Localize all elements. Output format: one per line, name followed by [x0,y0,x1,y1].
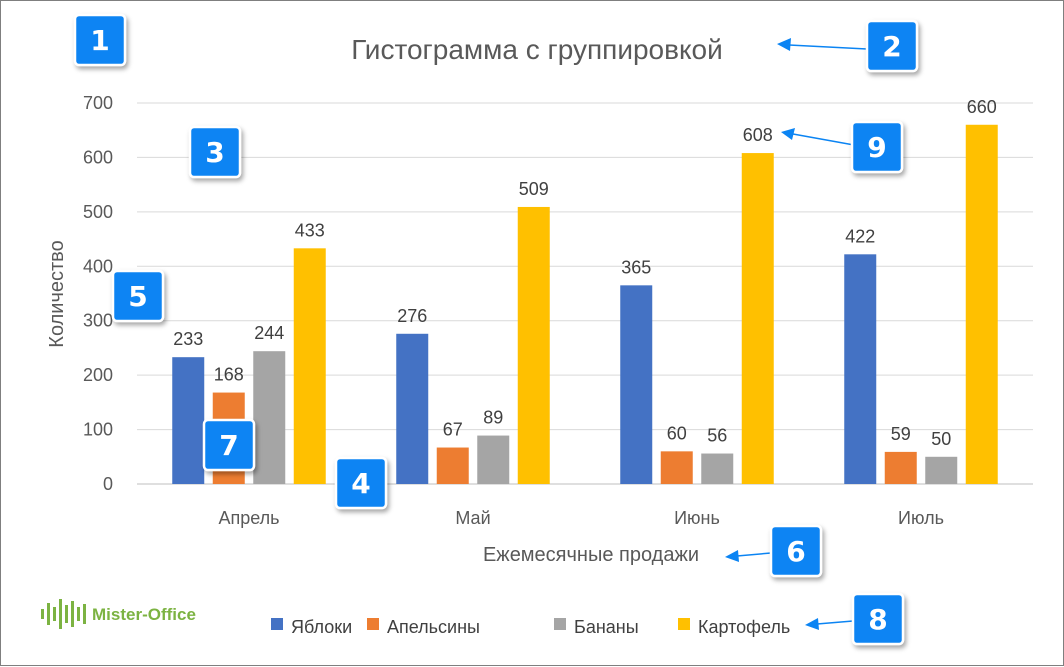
data-label: 660 [967,97,997,117]
bar [660,451,693,484]
x-tick-label: Июнь [674,508,720,528]
data-label: 60 [667,423,687,443]
data-label: 50 [931,429,951,449]
bar [620,285,653,484]
bars [172,124,998,485]
bar [396,333,429,484]
bar [172,357,205,484]
arrow-2 [777,38,868,51]
legend-item: Яблоки [271,617,352,637]
callout-arrows [725,38,868,630]
legend-item: Бананы [554,617,639,637]
arrow-8 [805,618,854,630]
bar [844,254,877,484]
bar [436,447,469,484]
legend-label: Яблоки [291,617,352,637]
equalizer-icon [41,599,86,629]
y-tick-label: 200 [83,365,113,385]
x-tick-label: Июль [898,508,944,528]
arrow-6 [725,550,772,562]
bar [701,453,734,484]
svg-text:1: 1 [90,24,109,57]
bar [477,435,510,484]
data-label: 56 [707,426,727,446]
data-label: 276 [397,306,427,326]
svg-text:9: 9 [867,131,886,164]
data-label: 509 [519,179,549,199]
callout-4: 4 [334,456,388,510]
legend-label: Картофель [698,617,790,637]
callout-9: 9 [850,120,904,174]
bar [884,451,917,484]
bar [293,248,326,484]
bar [253,351,286,484]
data-label: 59 [891,424,911,444]
callout-1: 1 [73,13,127,67]
brand-name: Mister-Office [92,605,196,624]
legend: Яблоки Апельсины Бананы Картофель [271,617,790,637]
svg-text:7: 7 [219,429,238,462]
bar [965,124,998,485]
svg-text:4: 4 [351,467,370,500]
legend-label: Бананы [574,617,639,637]
x-axis-title: Ежемесячные продажи [483,544,699,566]
y-tick-label: 0 [103,474,113,494]
data-label: 67 [443,420,463,440]
x-axis-ticks: Апрель Май Июнь Июль [218,508,944,528]
svg-text:5: 5 [128,280,147,313]
x-tick-label: Апрель [218,508,279,528]
svg-text:8: 8 [868,603,887,636]
legend-swatch [678,618,690,630]
legend-item: Апельсины [367,617,480,637]
svg-text:3: 3 [205,136,224,169]
y-tick-label: 100 [83,420,113,440]
data-label: 365 [621,257,651,277]
y-tick-label: 700 [83,93,113,113]
legend-label: Апельсины [387,617,480,637]
data-label: 89 [483,408,503,428]
mister-office-logo: Mister-Office [41,599,196,629]
data-label: 244 [254,323,284,343]
y-tick-label: 300 [83,311,113,331]
y-axis-ticks: 0 100 200 300 400 500 600 700 [83,93,113,494]
callout-6: 6 [769,524,823,578]
callout-3: 3 [188,125,242,179]
svg-text:6: 6 [786,535,805,568]
y-tick-label: 500 [83,202,113,222]
legend-item: Картофель [678,617,790,637]
y-axis-title: Количество [46,240,68,347]
data-label: 433 [295,220,325,240]
chart-title: Гистограмма с группировкой [351,34,723,65]
data-label: 608 [743,125,773,145]
legend-swatch [367,618,379,630]
data-labels: 233 168 244 433 276 67 89 509 365 60 56 608 422 59 50 6… [173,97,997,449]
x-tick-label: Май [455,508,490,528]
callout-8: 8 [851,592,905,646]
y-tick-label: 600 [83,147,113,167]
callout-2: 2 [865,19,919,73]
data-label: 233 [173,329,203,349]
data-label: 422 [845,226,875,246]
bar [741,153,774,484]
bar [925,456,958,484]
callout-7: 7 [202,418,256,472]
bar [517,206,550,485]
svg-text:2: 2 [882,30,901,63]
legend-swatch [554,618,566,630]
arrow-9 [781,128,855,146]
data-label: 168 [214,365,244,385]
gridlines [137,102,1033,485]
callout-5: 5 [111,269,165,323]
y-tick-label: 400 [83,256,113,276]
legend-swatch [271,618,283,630]
